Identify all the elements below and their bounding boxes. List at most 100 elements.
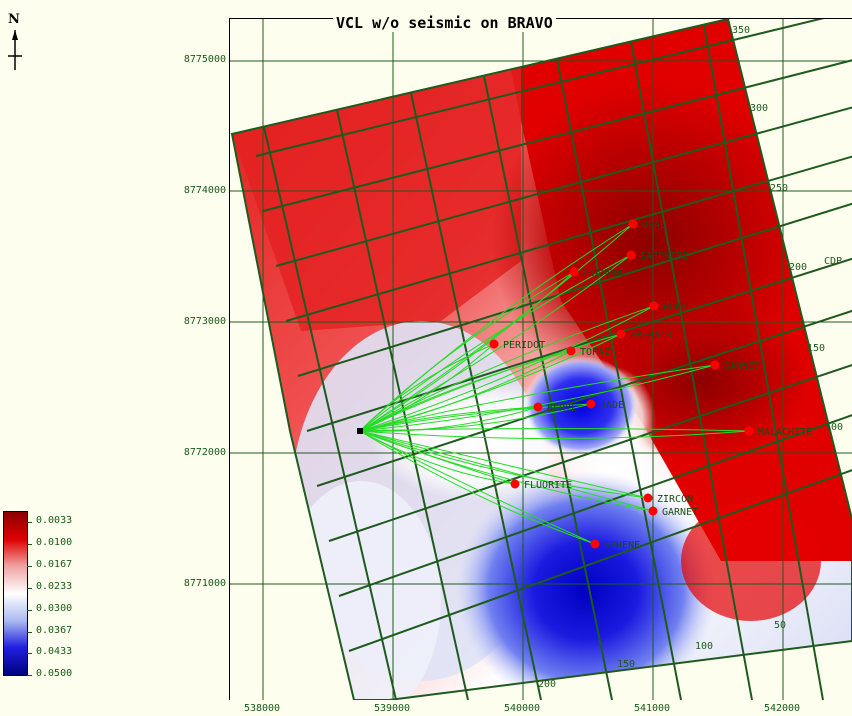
well-dot[interactable]	[533, 402, 543, 412]
crossline-gridline	[483, 75, 613, 700]
well-label: DIAMOND	[583, 268, 625, 279]
legend-tick-mark	[27, 653, 32, 654]
y-tick-label: 8773000	[183, 316, 226, 327]
crossline-gridline	[410, 92, 542, 700]
well-dot[interactable]	[510, 479, 520, 489]
well-label: TOPAZ	[580, 347, 610, 358]
well-trajectory	[359, 430, 596, 545]
well-trajectory	[359, 271, 575, 432]
inline-gridline	[285, 155, 852, 322]
legend-tick-label: 0.0367	[36, 625, 73, 636]
cdp-tick-label: 150	[807, 343, 825, 354]
well-label: JADE	[600, 400, 624, 411]
well-trajectory	[359, 364, 716, 432]
north-label: N	[8, 12, 20, 27]
well-trajectory	[359, 428, 750, 432]
north-arrow-icon	[8, 30, 22, 70]
legend-tick-mark	[27, 544, 32, 545]
inline-gridline	[328, 363, 852, 542]
well-label: BERYL	[547, 403, 577, 414]
coordinate-gridlines	[230, 19, 852, 700]
well-trajectory	[359, 430, 596, 545]
survey-grid	[230, 19, 852, 700]
well-dot[interactable]	[628, 219, 638, 229]
well-trajectory	[359, 254, 632, 432]
x-tick-label: 539000	[373, 703, 411, 714]
well-label: OPAL	[642, 220, 666, 231]
well-dot[interactable]	[489, 339, 499, 349]
well-label: PERIDOT	[503, 340, 545, 351]
legend-tick-mark	[27, 610, 32, 611]
inline-gridline	[255, 19, 825, 157]
line-tick-label: 150	[617, 659, 635, 670]
legend-tick-label: 0.0033	[36, 515, 73, 526]
legend-tick-mark	[27, 566, 32, 567]
well-dot[interactable]	[626, 250, 636, 260]
legend-tick-label: 0.0100	[36, 537, 73, 548]
well-trajectory	[359, 406, 539, 432]
well-dot[interactable]	[590, 539, 600, 549]
well-label: MALACHITE	[758, 427, 812, 438]
legend-tick-mark	[27, 522, 32, 523]
well-trajectory	[359, 430, 649, 499]
well-trajectory	[359, 403, 592, 432]
well-trajectory	[359, 430, 750, 439]
well-trajectory	[359, 350, 572, 432]
legend-tick-label: 0.0300	[36, 603, 73, 614]
well-label: GARNET	[724, 361, 760, 372]
map-panel[interactable]: OPAL SAPPHIRE DIAMOND RUBY EMERALD PERIDOT TOP…	[229, 18, 852, 700]
well-dot[interactable]	[710, 360, 720, 370]
map-canvas[interactable]: OPAL SAPPHIRE DIAMOND RUBY EMERALD PERIDOT TOP…	[230, 19, 852, 700]
cdp-tick-label: 50	[774, 620, 786, 631]
north-arrow: N	[6, 12, 26, 72]
well-dot[interactable]	[586, 399, 596, 409]
well-dot[interactable]	[616, 329, 626, 339]
well-trajectory	[359, 343, 495, 432]
wellhead-marker[interactable]	[357, 428, 363, 434]
well-trajectory	[359, 430, 654, 512]
inline-gridline	[262, 59, 852, 212]
cdp-axis-label: CDP	[824, 256, 842, 267]
cdp-tick-label: 350	[732, 25, 750, 36]
well-label: FLUORITE	[524, 480, 572, 491]
legend-tick-mark	[27, 588, 32, 589]
cdp-tick-label: 100	[825, 422, 843, 433]
well-trajectory	[359, 430, 649, 499]
well-trajectory	[359, 254, 632, 432]
inline-gridline	[306, 257, 852, 432]
well-trajectory	[359, 305, 655, 432]
well-dot[interactable]	[566, 346, 576, 356]
legend-tick-mark	[27, 675, 32, 676]
survey-outline	[230, 19, 852, 700]
y-tick-label: 8772000	[183, 447, 226, 458]
well-trajectory	[359, 430, 654, 512]
well-trajectory	[359, 406, 539, 432]
well-trajectory	[359, 343, 495, 432]
well-label: GARNET	[662, 507, 698, 518]
well-dot[interactable]	[648, 506, 658, 516]
well-dot[interactable]	[744, 426, 754, 436]
legend-tick-label: 0.0433	[36, 646, 73, 657]
x-tick-label: 538000	[243, 703, 281, 714]
well-markers[interactable]: OPAL SAPPHIRE DIAMOND RUBY EMERALD PERIDOT TOP…	[357, 219, 812, 552]
legend-tick-label: 0.0500	[36, 668, 73, 679]
inline-gridline	[275, 106, 852, 267]
cdp-ticks: 350 300 250 200 150 100 50 CDP 100 150 200	[538, 25, 843, 690]
well-label: EMERALD	[630, 330, 672, 341]
line-tick-label: 200	[538, 679, 556, 690]
map-title: VCL w/o seismic on BRAVO	[333, 14, 556, 32]
cdp-tick-label: 300	[750, 103, 768, 114]
crossline-gridline	[703, 24, 824, 700]
well-dot[interactable]	[643, 493, 653, 503]
well-dot[interactable]	[649, 301, 659, 311]
inline-gridline	[297, 202, 852, 377]
inline-gridline	[348, 469, 852, 652]
y-tick-label: 8771000	[183, 578, 226, 589]
well-dot[interactable]	[569, 267, 579, 277]
x-tick-label: 542000	[763, 703, 801, 714]
inline-gridline	[338, 414, 852, 597]
well-label: SAPPHIRE	[640, 251, 688, 262]
well-trajectory	[359, 305, 655, 432]
legend-tick-mark	[27, 632, 32, 633]
well-trajectory	[359, 223, 634, 432]
